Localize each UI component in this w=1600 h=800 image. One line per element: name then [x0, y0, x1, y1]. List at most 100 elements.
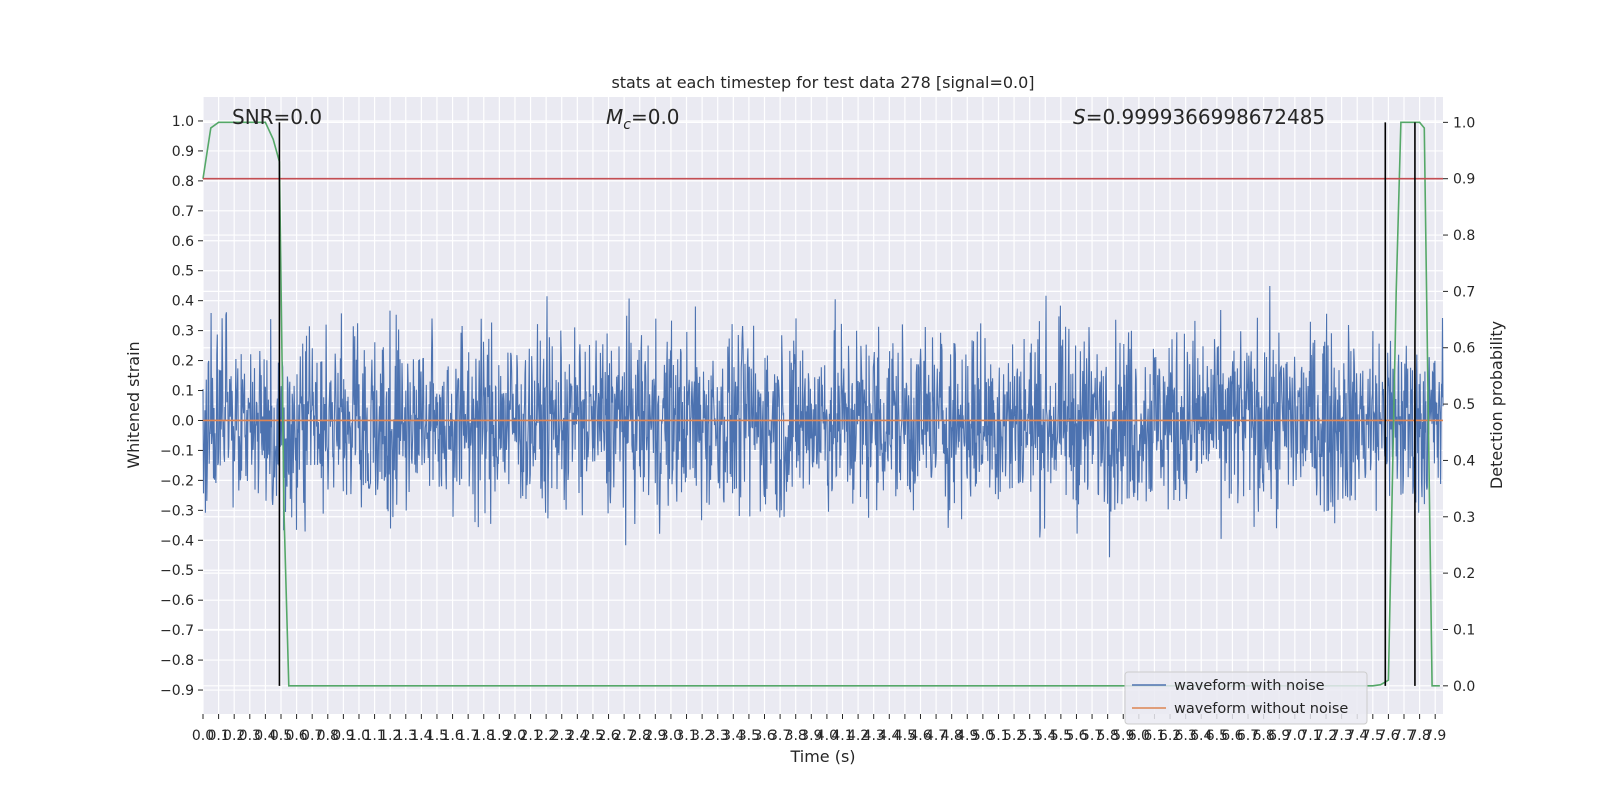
y-tick-label: 0.3	[172, 324, 194, 340]
y2-tick-label: 0.6	[1453, 341, 1475, 357]
x-tick-label: 2.6	[597, 728, 619, 744]
x-tick-label: 6.4	[1190, 728, 1212, 744]
y2-tick-label: 0.0	[1453, 679, 1475, 695]
x-tick-label: 5.2	[1003, 728, 1025, 744]
y2-tick-label: 0.3	[1453, 510, 1475, 526]
y-tick-label: −0.6	[160, 593, 194, 609]
x-tick-label: 5.5	[1050, 728, 1072, 744]
x-tick-label: 2.4	[566, 728, 588, 744]
x-axis-ticks: 0.00.10.20.30.40.50.60.70.80.91.01.11.21…	[192, 714, 1446, 744]
y-tick-label: −0.2	[160, 473, 194, 489]
x-tick-label: 2.2	[535, 728, 557, 744]
x-tick-label: 0.2	[223, 728, 245, 744]
x-tick-label: 2.8	[629, 728, 651, 744]
x-tick-label: 2.1	[519, 728, 541, 744]
y-tick-label: 0.4	[172, 294, 194, 310]
x-tick-label: 1.8	[473, 728, 495, 744]
x-tick-label: 0.8	[317, 728, 339, 744]
x-tick-label: 7.6	[1377, 728, 1399, 744]
y-tick-label: 0.5	[172, 264, 194, 280]
legend: waveform with noise waveform without noi…	[1124, 671, 1368, 725]
x-tick-label: 4.1	[831, 728, 853, 744]
chirp-mass-annotation: Mc=0.0	[606, 105, 680, 133]
y-tick-label: 1.0	[172, 114, 194, 130]
x-tick-label: 1.4	[410, 728, 432, 744]
legend-label-clean: waveform without noise	[1174, 701, 1348, 717]
x-tick-label: 4.2	[847, 728, 869, 744]
x-tick-label: 3.9	[800, 728, 822, 744]
x-tick-label: 5.4	[1034, 728, 1056, 744]
x-tick-label: 4.8	[941, 728, 963, 744]
x-tick-label: 4.5	[894, 728, 916, 744]
x-tick-label: 0.6	[285, 728, 307, 744]
x-tick-label: 3.5	[738, 728, 760, 744]
x-tick-label: 0.4	[254, 728, 276, 744]
y2-tick-label: 1.0	[1453, 115, 1475, 131]
x-tick-label: 7.8	[1408, 728, 1430, 744]
score-annotation: S=0.9999366998672485	[1073, 105, 1325, 129]
x-tick-label: 7.7	[1393, 728, 1415, 744]
y2-tick-label: 0.4	[1453, 453, 1475, 469]
y-tick-label: 0.8	[172, 174, 194, 190]
x-axis-label: Time (s)	[789, 747, 855, 766]
x-tick-label: 4.4	[878, 728, 900, 744]
detection-probability-series	[202, 121, 1443, 687]
y-tick-label: −0.4	[160, 533, 194, 549]
y2-axis-ticks: 0.0 0.1 0.2 0.3 0.4 0.5 0.6 0.7 0.8 0.9 1.0	[1443, 115, 1475, 695]
y-axis-ticks: −0.9 −0.8 −0.7 −0.6 −0.5 −0.4 −0.3 −0.2 −0.1 0.0 0…	[160, 114, 203, 699]
y-axis-label: Whitened strain	[124, 341, 143, 468]
x-tick-label: 6.2	[1159, 728, 1181, 744]
x-tick-label: 5.0	[972, 728, 994, 744]
vertical-markers	[278, 122, 1416, 686]
x-tick-label: 3.7	[769, 728, 791, 744]
x-tick-label: 6.6	[1221, 728, 1243, 744]
x-tick-label: 3.2	[691, 728, 713, 744]
x-tick-label: 5.6	[1065, 728, 1087, 744]
x-tick-label: 3.1	[675, 728, 697, 744]
x-tick-label: 7.4	[1346, 728, 1368, 744]
y2-tick-label: 0.5	[1453, 397, 1475, 413]
x-tick-label: 6.9	[1268, 728, 1290, 744]
chart-title: stats at each timestep for test data 278…	[611, 73, 1034, 92]
legend-label-noise: waveform with noise	[1174, 678, 1325, 694]
x-tick-label: 2.3	[551, 728, 573, 744]
x-tick-label: 6.0	[1128, 728, 1150, 744]
y2-tick-label: 0.1	[1453, 622, 1475, 638]
x-tick-label: 2.0	[504, 728, 526, 744]
detection-probability-line	[202, 121, 1440, 687]
y-tick-label: 0.9	[172, 144, 194, 160]
y2-tick-label: 0.8	[1453, 228, 1475, 244]
x-tick-label: 4.0	[816, 728, 838, 744]
x-tick-label: 5.8	[1097, 728, 1119, 744]
x-tick-label: 7.9	[1424, 728, 1446, 744]
x-tick-label: 2.9	[644, 728, 666, 744]
legend-box	[1124, 671, 1368, 725]
y-tick-label: 0.7	[172, 204, 194, 220]
x-tick-label: 5.3	[1019, 728, 1041, 744]
y-tick-label: −0.8	[160, 653, 194, 669]
x-tick-label: 1.5	[426, 728, 448, 744]
x-tick-label: 6.1	[1143, 728, 1165, 744]
y-tick-label: 0.0	[172, 413, 194, 429]
x-tick-label: 6.7	[1237, 728, 1259, 744]
x-tick-label: 2.5	[582, 728, 604, 744]
y2-tick-label: 0.2	[1453, 566, 1475, 582]
x-tick-label: 3.4	[722, 728, 744, 744]
y2-axis-label: Detection probability	[1487, 321, 1506, 489]
x-tick-label: 1.7	[457, 728, 479, 744]
y-tick-label: −0.3	[160, 503, 194, 519]
x-tick-label: 6.5	[1206, 728, 1228, 744]
snr-annotation: SNR=0.0	[232, 105, 322, 129]
x-tick-label: 1.2	[379, 728, 401, 744]
y-tick-label: 0.1	[172, 384, 194, 400]
x-tick-label: 0.0	[192, 728, 214, 744]
x-tick-label: 3.8	[785, 728, 807, 744]
x-tick-label: 7.3	[1330, 728, 1352, 744]
y2-tick-label: 0.7	[1453, 284, 1475, 300]
x-tick-label: 5.9	[1112, 728, 1134, 744]
y2-tick-label: 0.9	[1453, 172, 1475, 188]
x-tick-label: 0.9	[332, 728, 354, 744]
x-tick-label: 4.9	[956, 728, 978, 744]
x-tick-label: 0.5	[270, 728, 292, 744]
